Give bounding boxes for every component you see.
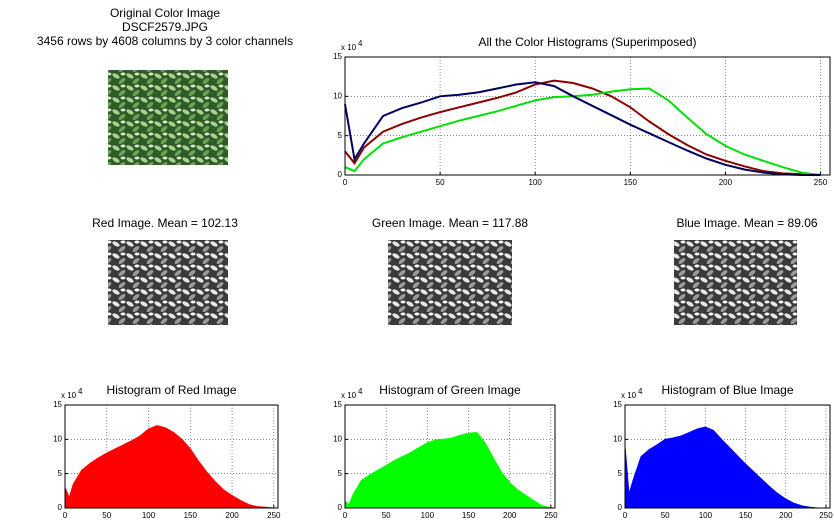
x-tick-label: 200 [225,511,239,520]
y-multiplier-exponent: 4 [358,39,363,48]
chart-title: All the Color Histograms (Superimposed) [478,35,696,49]
image [108,240,228,325]
y-tick-label: 15 [333,52,342,61]
x-tick-label: 150 [739,511,753,520]
y-tick-label: 10 [333,91,342,100]
axes-box [64,404,279,509]
image-title: Red Image. Mean = 102.13 [92,216,238,230]
y-multiplier: x 10 [341,391,357,400]
x-tick-label: 50 [661,511,670,520]
image [674,240,797,325]
chart-title: Histogram of Red Image [106,383,236,397]
x-tick-label: 0 [343,178,348,187]
y-tick-label: 5 [338,469,343,478]
y-tick-label: 10 [333,434,342,443]
image-title: Green Image. Mean = 117.88 [372,216,529,230]
x-tick-label: 0 [63,511,68,520]
image-title: Original Color Image [110,6,220,20]
x-tick-label: 200 [779,511,793,520]
x-tick-label: 250 [267,511,281,520]
x-tick-label: 250 [819,511,833,520]
x-tick-label: 200 [503,511,517,520]
image-title: DSCF2579.JPG [122,20,208,34]
x-tick-label: 250 [814,178,828,187]
x-tick-label: 200 [719,178,733,187]
x-tick-label: 150 [462,511,476,520]
x-tick-label: 50 [102,511,111,520]
x-tick-label: 150 [624,178,638,187]
x-tick-label: 50 [436,178,445,187]
y-tick-label: 0 [338,170,343,179]
x-tick-label: 100 [699,511,713,520]
image [388,240,512,325]
y-tick-label: 15 [333,400,342,409]
x-tick-label: 0 [343,511,348,520]
y-multiplier: x 10 [61,391,77,400]
axes-box [344,404,556,509]
area [344,431,552,509]
image-title: 3456 rows by 4608 columns by 3 color cha… [37,34,293,48]
line [344,81,821,176]
y-tick-label: 0 [338,503,343,512]
y-multiplier-exponent: 4 [358,387,363,396]
x-tick-label: 150 [184,511,198,520]
y-tick-label: 15 [613,400,622,409]
x-tick-label: 100 [421,511,435,520]
area [64,425,274,509]
y-multiplier: x 10 [621,391,637,400]
x-tick-label: 100 [142,511,156,520]
axes-box [624,404,831,509]
y-tick-label: 15 [53,400,62,409]
y-multiplier: x 10 [341,43,357,52]
y-tick-label: 10 [613,434,622,443]
x-tick-label: 100 [529,178,543,187]
x-tick-label: 0 [623,511,628,520]
axes-box [344,56,831,176]
plot-area [345,57,830,175]
y-tick-label: 0 [618,503,623,512]
y-tick-label: 10 [53,434,62,443]
image-title: Blue Image. Mean = 89.06 [676,216,817,230]
line [344,79,821,176]
y-tick-label: 0 [58,503,63,512]
x-tick-label: 250 [544,511,558,520]
x-tick-label: 50 [382,511,391,520]
y-tick-label: 5 [618,469,623,478]
y-tick-label: 5 [58,469,63,478]
y-multiplier-exponent: 4 [638,387,643,396]
image [108,70,228,165]
chart-title: Histogram of Green Image [379,383,521,397]
y-multiplier-exponent: 4 [78,387,83,396]
y-tick-label: 5 [338,131,343,140]
chart-title: Histogram of Blue Image [661,383,793,397]
area [624,426,826,509]
